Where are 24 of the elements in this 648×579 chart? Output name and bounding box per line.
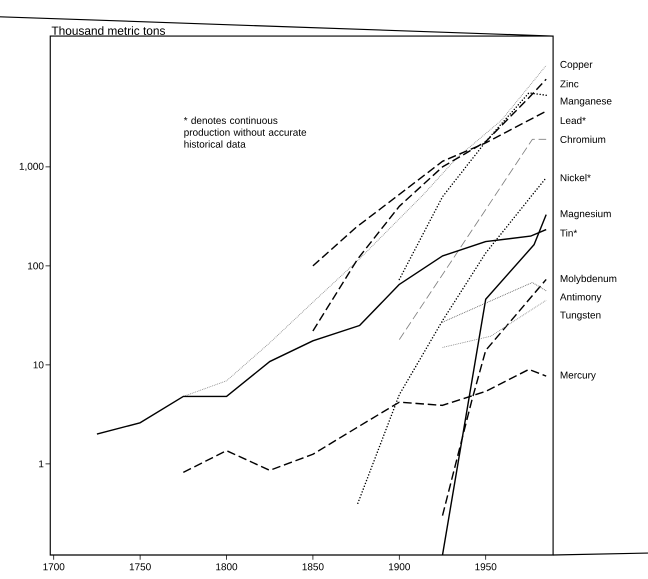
series-label: Tungsten bbox=[560, 312, 600, 321]
series-label: Copper bbox=[560, 61, 592, 70]
series-label: Molybdenum bbox=[560, 274, 616, 284]
x-tick-label: 1750 bbox=[130, 563, 151, 570]
series-label: Mercury bbox=[560, 372, 596, 381]
y-tick-label: 100 bbox=[28, 262, 44, 270]
series-label: Chromium bbox=[560, 136, 606, 144]
series-label: Zinc bbox=[560, 80, 578, 88]
series-label: Magnesium bbox=[560, 210, 611, 220]
annotation: * denotes continuous production without accurate historical data bbox=[184, 116, 306, 148]
x-tick-label: 1900 bbox=[388, 563, 410, 570]
y-axis-title: Thousand metric tons bbox=[52, 26, 165, 36]
y-tick-label: 1 bbox=[39, 460, 44, 468]
x-tick-label: 1800 bbox=[216, 563, 238, 570]
x-tick-label: 1950 bbox=[475, 563, 496, 570]
series-label: Antimony bbox=[560, 293, 602, 303]
series-label: Tin* bbox=[560, 229, 578, 237]
x-tick-label: 1700 bbox=[43, 563, 64, 570]
y-tick-label: 1,000 bbox=[20, 162, 44, 172]
series-label: Manganese bbox=[560, 98, 612, 107]
x-tick-label: 1850 bbox=[302, 563, 324, 570]
series-label: Nickel* bbox=[560, 174, 591, 182]
y-tick-label: 10 bbox=[34, 362, 44, 369]
series-label: Lead* bbox=[560, 116, 586, 124]
